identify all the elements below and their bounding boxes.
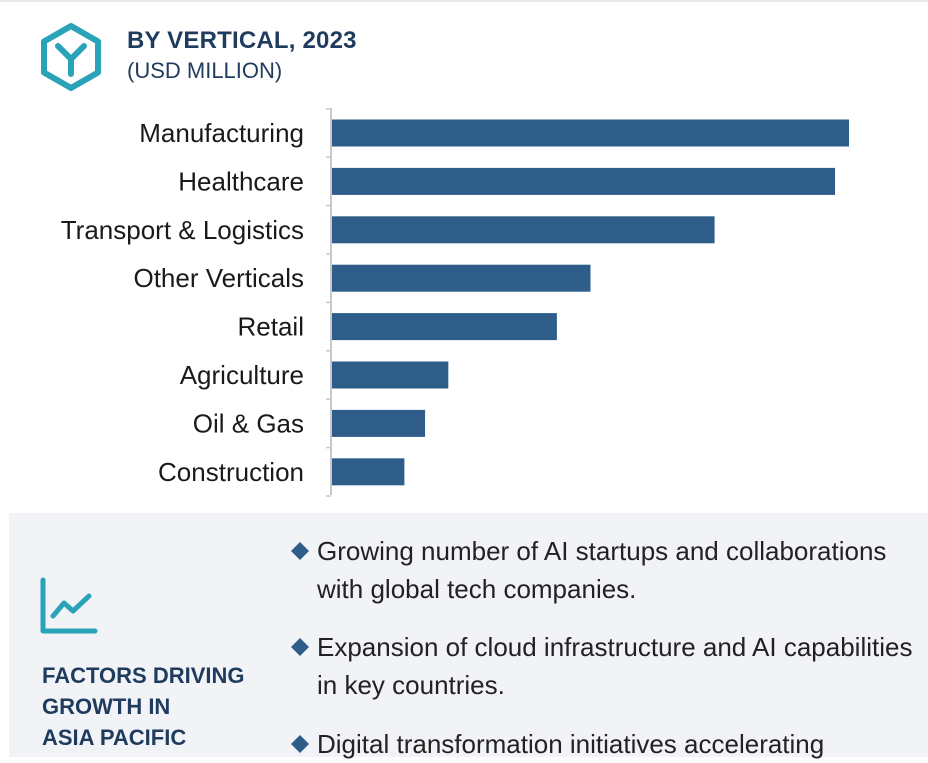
diamond-bullet-icon <box>291 735 309 753</box>
factor-bullet: Digital transformation initiatives accel… <box>290 725 920 763</box>
chart-subtitle: (USD MILLION) <box>127 58 283 83</box>
factor-text: Digital transformation initiatives accel… <box>317 729 825 759</box>
factors-panel <box>9 513 928 757</box>
bar <box>332 313 557 341</box>
category-label: Oil & Gas <box>193 408 304 438</box>
bar <box>332 167 836 195</box>
trend-line-chart-icon <box>40 577 98 634</box>
hexagon-y-icon <box>41 23 101 91</box>
bar <box>332 361 449 389</box>
category-label: Manufacturing <box>139 118 304 148</box>
factors-title-line: ASIA PACIFIC <box>42 725 187 750</box>
factor-bullet: Expansion of cloud infrastructure and AI… <box>290 628 920 704</box>
bar <box>332 216 715 244</box>
factor-text: Growing number of AI startups and collab… <box>317 536 887 604</box>
factor-bullet: Growing number of AI startups and collab… <box>290 532 920 608</box>
factor-text: Expansion of cloud infrastructure and AI… <box>317 632 913 700</box>
factors-title: FACTORS DRIVING GROWTH IN ASIA PACIFIC <box>42 660 272 753</box>
factors-title-line: GROWTH IN <box>42 694 171 719</box>
chart-title: BY VERTICAL, 2023 <box>127 27 357 54</box>
category-label: Healthcare <box>178 166 304 196</box>
category-label: Construction <box>158 457 304 487</box>
bar <box>332 264 591 292</box>
bar <box>332 458 405 486</box>
category-label: Transport & Logistics <box>61 215 304 245</box>
category-label: Retail <box>238 312 304 342</box>
bar-chart: Manufacturing Healthcare Transport & Logis… <box>61 108 849 497</box>
factors-title-line: FACTORS DRIVING <box>42 663 245 688</box>
category-label: Other Verticals <box>133 263 304 293</box>
bar <box>332 119 849 147</box>
diamond-bullet-icon <box>291 542 309 560</box>
category-label: Agriculture <box>180 360 304 390</box>
bar <box>332 409 426 437</box>
top-divider <box>0 0 928 2</box>
diamond-bullet-icon <box>291 638 309 656</box>
